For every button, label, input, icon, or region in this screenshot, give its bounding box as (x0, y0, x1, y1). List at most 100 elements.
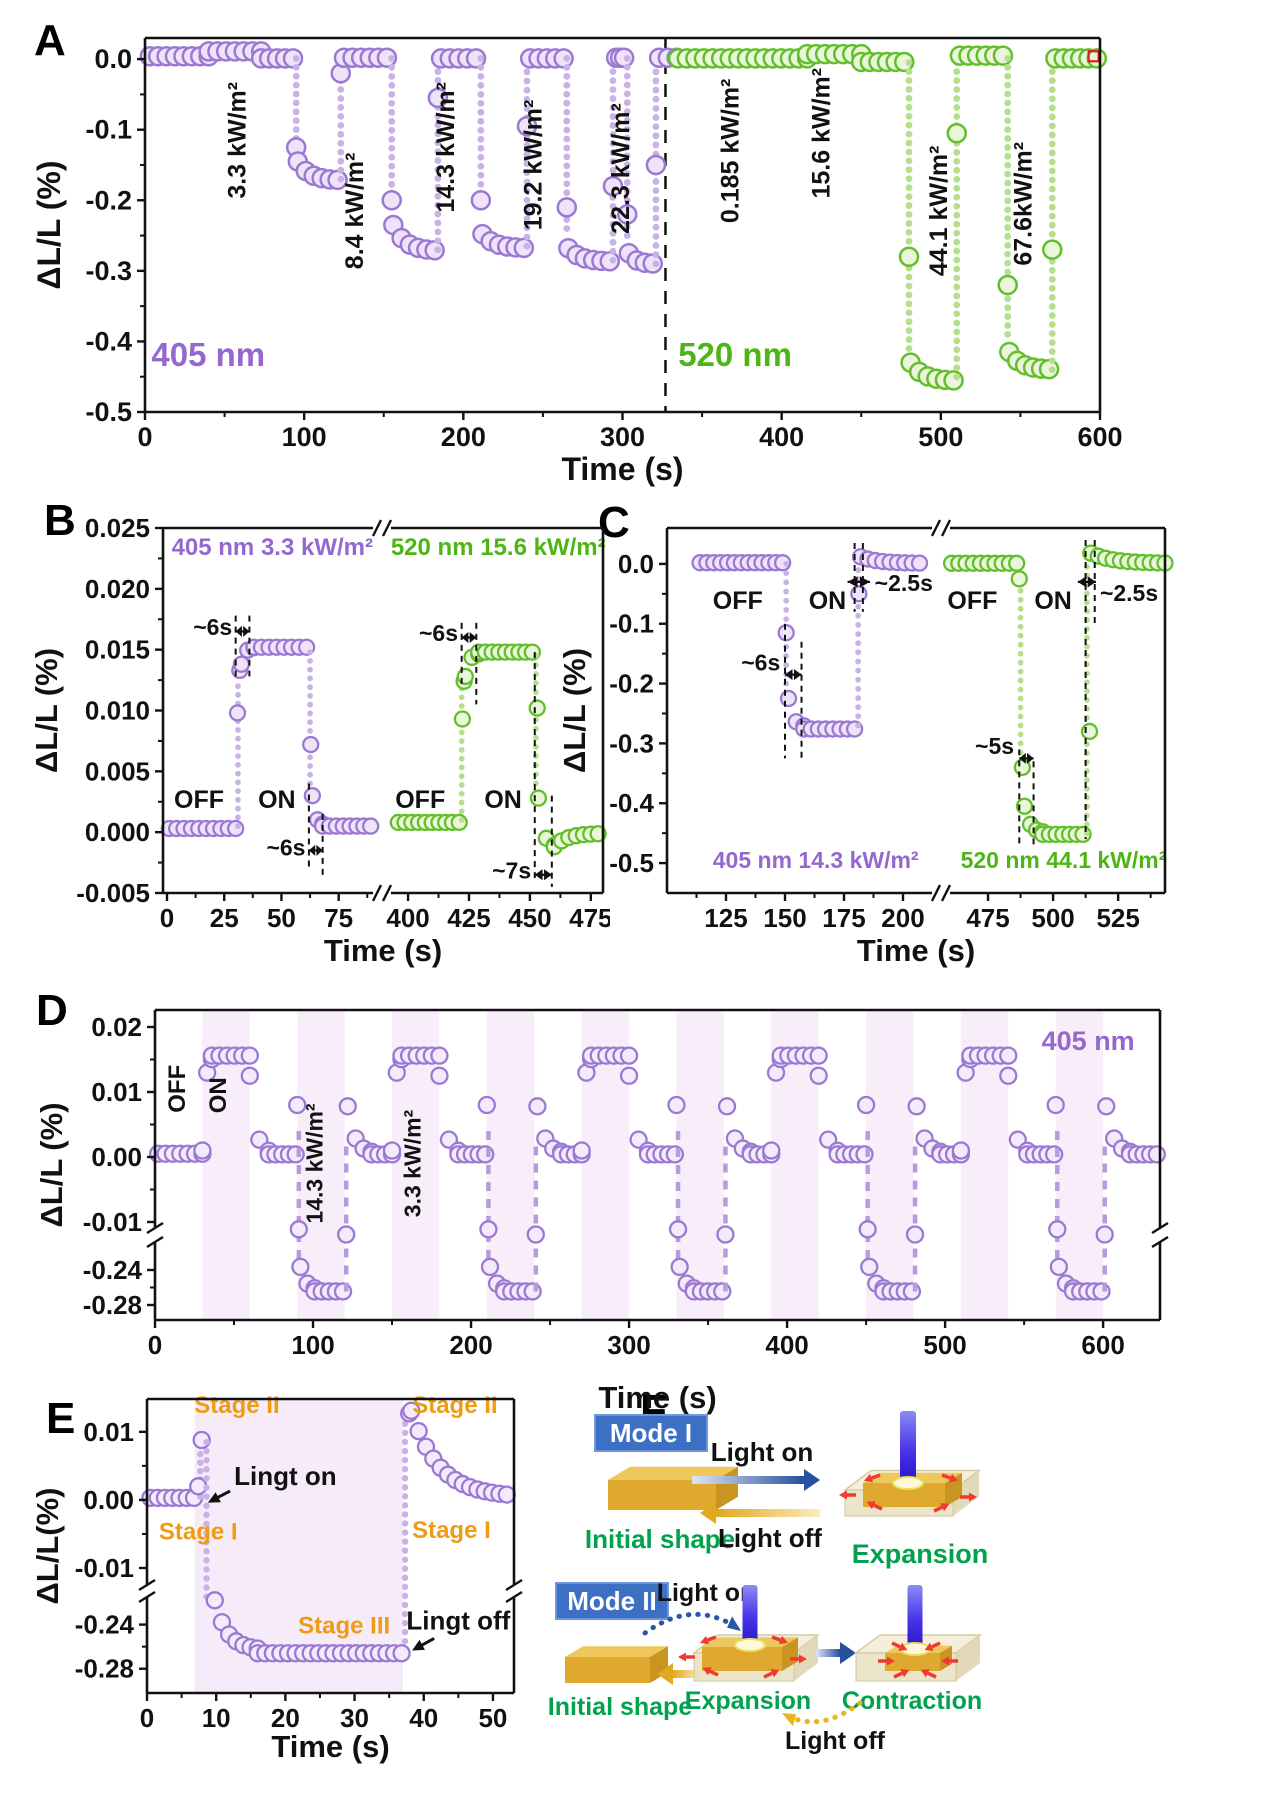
strain-arrow (790, 1654, 807, 1664)
svg-text:520 nm: 520 nm (678, 336, 792, 373)
svg-text:400: 400 (386, 903, 429, 933)
svg-text:405 nm 14.3 kW/m²: 405 nm 14.3 kW/m² (713, 847, 919, 873)
strain-arrow (839, 1490, 856, 1500)
mode1-box (594, 1414, 708, 1452)
svg-text:OFF: OFF (947, 587, 997, 615)
svg-text:475: 475 (966, 903, 1009, 933)
svg-text:Stage I: Stage I (159, 1518, 238, 1545)
mode2-expansion-label: Expansion (685, 1687, 811, 1715)
svg-text:-0.5: -0.5 (85, 397, 132, 427)
svg-text:-0.4: -0.4 (609, 788, 654, 818)
panel-a-label: A (34, 16, 66, 65)
svg-text:75: 75 (324, 903, 353, 933)
svg-text:~6s: ~6s (741, 649, 780, 675)
panel-b-chart: 405 nm 3.3 kW/m² 520 nm 15.6 kW/m² ~6s OFF O… (29, 513, 610, 968)
svg-text:ΔL/L (%): ΔL/L (%) (34, 1102, 69, 1227)
svg-text:~2.5s: ~2.5s (875, 570, 933, 596)
svg-text:500: 500 (918, 422, 963, 452)
svg-text:0.01: 0.01 (91, 1077, 142, 1107)
panel-f-diagram: Mode I Initial shape Light on Light off Expa… (548, 1411, 988, 1755)
svg-text:525: 525 (1096, 903, 1139, 933)
svg-text:OFF: OFF (395, 786, 445, 814)
svg-text:15.6 kW/m²: 15.6 kW/m² (807, 68, 835, 199)
svg-text:14.3 kW/m²: 14.3 kW/m² (302, 1103, 328, 1223)
svg-text:Stage II: Stage II (412, 1392, 497, 1419)
mode2-contraction-label: Contraction (842, 1687, 982, 1715)
series-520-nm-44-1-kw-m- (942, 544, 1174, 844)
mode2-box (555, 1582, 669, 1620)
strain-arrow (878, 1656, 895, 1666)
svg-text:Lingt on: Lingt on (234, 1461, 337, 1491)
svg-text:0.010: 0.010 (85, 696, 150, 726)
strain-arrow (864, 1473, 881, 1483)
panel-c-chart: OFF ON ~6s ~2.5s OFF ON ~5s ~2.5s 405 nm 14.3 kW… (557, 519, 1174, 968)
panel-b-label: B (44, 496, 76, 545)
svg-text:0.02: 0.02 (91, 1012, 142, 1042)
svg-text:OFF: OFF (713, 587, 763, 615)
svg-text:520 nm 15.6 kW/m²: 520 nm 15.6 kW/m² (391, 534, 606, 561)
svg-text:Stage II: Stage II (194, 1392, 279, 1419)
svg-text:300: 300 (607, 1330, 650, 1360)
series-520-nm (667, 43, 1108, 391)
svg-text:3.3 kW/m²: 3.3 kW/m² (399, 1109, 425, 1217)
svg-text:200: 200 (441, 422, 486, 452)
panel-e-chart: Stage II Stage II Lingt on Stage I Stage I St… (30, 1392, 523, 1764)
svg-text:44.1 kW/m²: 44.1 kW/m² (925, 146, 953, 277)
svg-text:-0.28: -0.28 (83, 1290, 142, 1320)
svg-text:~6s: ~6s (193, 614, 232, 640)
svg-text:600: 600 (1081, 1330, 1124, 1360)
svg-text:OFF: OFF (174, 786, 224, 814)
svg-text:14.3 kW/m²: 14.3 kW/m² (432, 82, 460, 213)
series-405-nm-single-cycle (141, 1401, 516, 1663)
strain-arrow (866, 1501, 883, 1511)
mode1-light-off-label: Light off (718, 1523, 822, 1553)
svg-text:Time (s): Time (s) (324, 933, 442, 968)
mode1-initial-label: Initial shape (585, 1524, 735, 1554)
panel-a-chart: 3.3 kW/m² 8.4 kW/m² 14.3 kW/m² 19.2 kW/m² 22… (31, 36, 1123, 487)
svg-text:25: 25 (210, 903, 239, 933)
svg-text:-0.1: -0.1 (609, 609, 654, 639)
series-405-nm-cycling (149, 1046, 1166, 1301)
svg-text:67.6kW/m²: 67.6kW/m² (1010, 142, 1038, 266)
svg-text:-0.1: -0.1 (85, 115, 132, 145)
svg-text:0.005: 0.005 (85, 756, 150, 786)
svg-text:475: 475 (569, 903, 610, 933)
strain-arrow (771, 1635, 788, 1645)
svg-text:-0.3: -0.3 (85, 256, 132, 286)
strain-arrow (920, 1669, 937, 1679)
mode2-initial-label: Initial shape (548, 1693, 693, 1721)
svg-text:-0.28: -0.28 (75, 1654, 134, 1684)
svg-text:0.0: 0.0 (618, 549, 654, 579)
svg-text:405 nm: 405 nm (1042, 1026, 1135, 1056)
mode2-title: Mode II (567, 1586, 657, 1616)
svg-text:300: 300 (600, 422, 645, 452)
svg-text:20: 20 (271, 1703, 300, 1733)
svg-text:Stage III: Stage III (298, 1612, 390, 1639)
svg-text:0.0: 0.0 (94, 44, 132, 74)
svg-text:175: 175 (822, 903, 865, 933)
svg-text:405 nm: 405 nm (151, 336, 265, 373)
svg-text:40: 40 (409, 1703, 438, 1733)
svg-text:0.015: 0.015 (85, 635, 150, 665)
svg-text:-0.01: -0.01 (83, 1207, 142, 1237)
svg-text:Time (s): Time (s) (857, 933, 975, 968)
svg-text:0.000: 0.000 (85, 817, 150, 847)
svg-text:ON: ON (205, 1077, 232, 1113)
svg-text:0: 0 (160, 903, 174, 933)
light-beam (742, 1585, 758, 1643)
svg-text:ΔL/L (%): ΔL/L (%) (29, 648, 64, 773)
svg-text:Lingt off: Lingt off (406, 1606, 510, 1636)
svg-text:~7s: ~7s (492, 857, 531, 883)
arc-arrowhead (782, 1713, 797, 1727)
svg-text:0.00: 0.00 (83, 1485, 134, 1515)
svg-text:500: 500 (1031, 903, 1074, 933)
svg-text:ON: ON (484, 786, 522, 814)
mode2-light-on-label: Light on (657, 1579, 756, 1607)
svg-text:-0.2: -0.2 (85, 185, 132, 215)
svg-text:ON: ON (1034, 587, 1072, 615)
mode2-to-contraction-arrow (816, 1642, 856, 1664)
light-on-arrow (692, 1469, 820, 1491)
strain-arrow (941, 1473, 958, 1483)
strain-arrow (700, 1635, 717, 1645)
svg-text:-0.5: -0.5 (609, 848, 654, 878)
